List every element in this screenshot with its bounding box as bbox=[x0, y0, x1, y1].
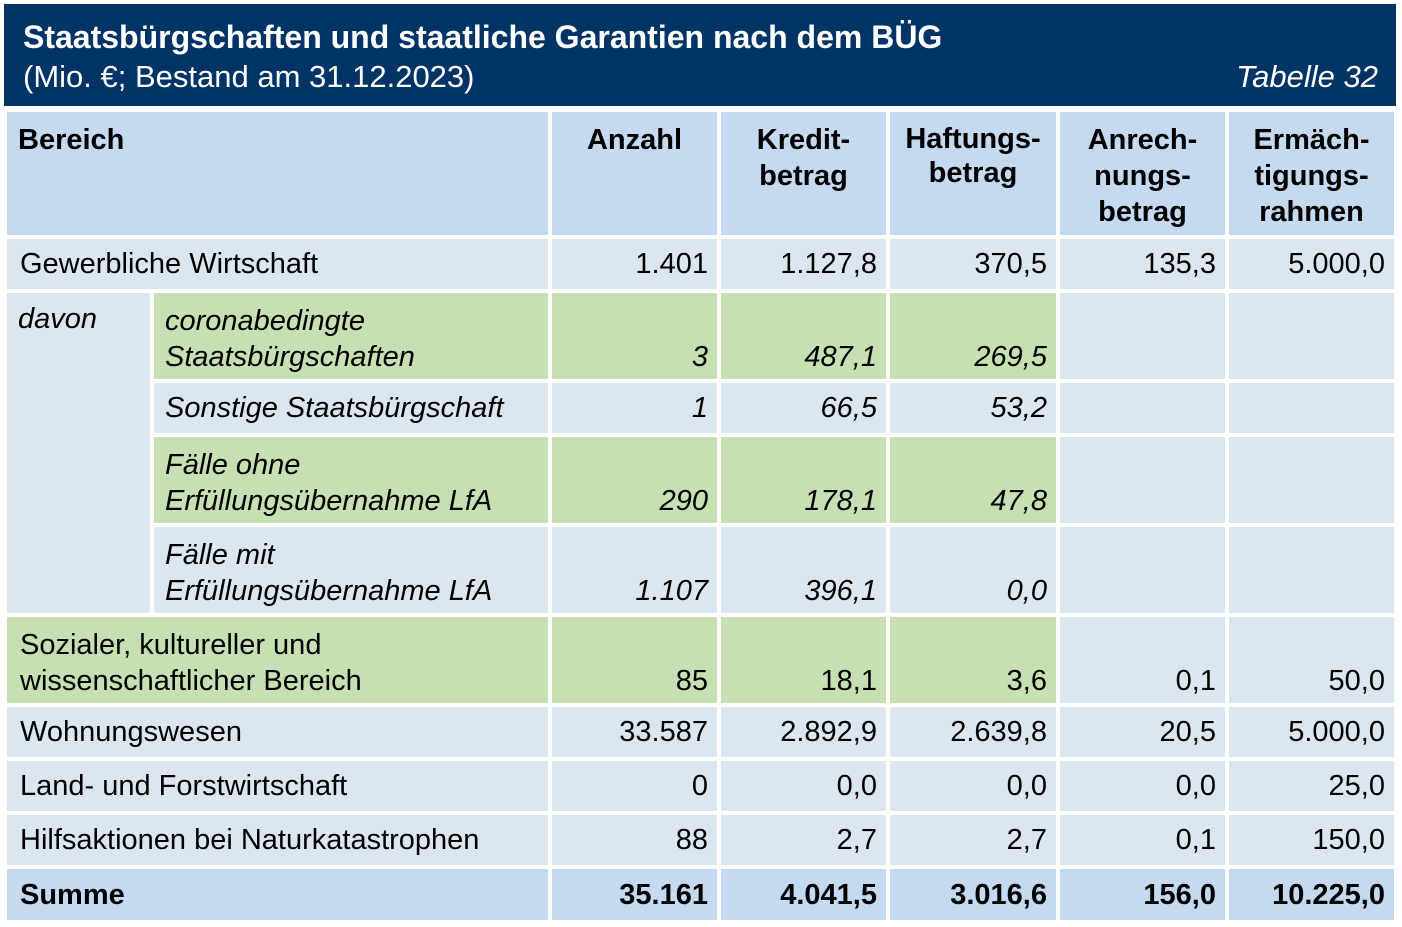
row-land-haftung: 0,0 bbox=[890, 761, 1056, 811]
row-mit-anrechnung bbox=[1060, 527, 1225, 613]
row-summe-label: Summe bbox=[7, 869, 548, 920]
col-header-haftungsbetrag-line1: Haftungs- bbox=[905, 123, 1041, 155]
row-ohne-label-line2: Erfüllungsübernahme LfA bbox=[165, 485, 493, 517]
row-hilfe-ermaechtigung: 150,0 bbox=[1229, 815, 1394, 865]
row-hilfe-kredit: 2,7 bbox=[721, 815, 886, 865]
row-ohne-kredit: 178,1 bbox=[721, 437, 886, 523]
row-sozial-anrechnung: 0,1 bbox=[1060, 617, 1225, 703]
col-header-bereich: Bereich bbox=[7, 112, 548, 235]
row-wohnung-ermaechtigung: 5.000,0 bbox=[1229, 707, 1394, 757]
row-gewerblich-kredit: 1.127,8 bbox=[721, 239, 886, 289]
table-number: Tabelle 32 bbox=[1236, 59, 1378, 94]
row-corona-anrechnung bbox=[1060, 293, 1225, 379]
row-hilfe-label: Hilfsaktionen bei Naturkatastrophen bbox=[7, 815, 548, 865]
row-wohnung-haftung: 2.639,8 bbox=[890, 707, 1056, 757]
row-ohne-anzahl: 290 bbox=[552, 437, 717, 523]
col-header-kreditbetrag: Kredit- betrag bbox=[721, 112, 886, 235]
row-sonstige-haftung: 53,2 bbox=[890, 383, 1056, 433]
row-ohne-anrechnung bbox=[1060, 437, 1225, 523]
row-sonstige-ermaechtigung bbox=[1229, 383, 1394, 433]
davon-label: davon bbox=[7, 293, 150, 613]
row-summe-ermaechtigung: 10.225,0 bbox=[1229, 869, 1394, 920]
row-summe-anrechnung: 156,0 bbox=[1060, 869, 1225, 920]
row-corona-haftung: 269,5 bbox=[890, 293, 1056, 379]
col-header-anrechnungsbetrag-line2: nungs- bbox=[1094, 160, 1191, 192]
col-header-ermaechtigungsrahmen-line2: tigungs- bbox=[1254, 160, 1369, 192]
row-ohne-label-line1: Fälle ohne bbox=[165, 449, 301, 481]
row-mit-ermaechtigung bbox=[1229, 527, 1394, 613]
table-title-bar: Staatsbürgschaften und staatliche Garant… bbox=[4, 4, 1396, 106]
row-summe-kredit: 4.041,5 bbox=[721, 869, 886, 920]
row-wohnung-label: Wohnungswesen bbox=[7, 707, 548, 757]
row-wohnung-anzahl: 33.587 bbox=[552, 707, 717, 757]
row-gewerblich-haftung: 370,5 bbox=[890, 239, 1056, 289]
row-sozial-ermaechtigung: 50,0 bbox=[1229, 617, 1394, 703]
row-sonstige-label: Sonstige Staatsbürgschaft bbox=[154, 383, 548, 433]
row-gewerblich-ermaechtigung: 5.000,0 bbox=[1229, 239, 1394, 289]
row-corona-anzahl: 3 bbox=[552, 293, 717, 379]
row-corona-label-line2: Staatsbürgschaften bbox=[165, 341, 415, 373]
row-wohnung-kredit: 2.892,9 bbox=[721, 707, 886, 757]
col-header-anrechnungsbetrag: Anrech- nungs- betrag bbox=[1060, 112, 1225, 235]
row-sozial-label-line1: Sozialer, kultureller und bbox=[20, 629, 322, 661]
col-header-anrechnungsbetrag-line3: betrag bbox=[1098, 196, 1187, 228]
row-mit-kredit: 396,1 bbox=[721, 527, 886, 613]
row-ohne-haftung: 47,8 bbox=[890, 437, 1056, 523]
row-corona-kredit: 487,1 bbox=[721, 293, 886, 379]
row-ohne-label: Fälle ohne Erfüllungsübernahme LfA bbox=[154, 437, 548, 523]
row-sonstige-anzahl: 1 bbox=[552, 383, 717, 433]
row-mit-haftung: 0,0 bbox=[890, 527, 1056, 613]
row-hilfe-haftung: 2,7 bbox=[890, 815, 1056, 865]
row-sozial-haftung: 3,6 bbox=[890, 617, 1056, 703]
row-corona-label: coronabedingte Staatsbürgschaften bbox=[154, 293, 548, 379]
row-gewerblich-anrechnung: 135,3 bbox=[1060, 239, 1225, 289]
row-mit-label-line1: Fälle mit bbox=[165, 539, 275, 571]
row-sozial-label: Sozialer, kultureller und wissenschaftli… bbox=[7, 617, 548, 703]
col-header-haftungsbetrag-line2: betrag bbox=[928, 157, 1018, 189]
col-header-haftungsbetrag: Haftungs- betrag bbox=[890, 112, 1056, 235]
row-land-ermaechtigung: 25,0 bbox=[1229, 761, 1394, 811]
row-sozial-anzahl: 85 bbox=[552, 617, 717, 703]
row-sozial-kredit: 18,1 bbox=[721, 617, 886, 703]
table-subtitle: (Mio. €; Bestand am 31.12.2023) bbox=[23, 59, 475, 94]
row-mit-label-line2: Erfüllungsübernahme LfA bbox=[165, 575, 493, 607]
row-land-label: Land- und Forstwirtschaft bbox=[7, 761, 548, 811]
row-sonstige-anrechnung bbox=[1060, 383, 1225, 433]
col-header-anrechnungsbetrag-line1: Anrech- bbox=[1087, 124, 1198, 156]
row-sonstige-kredit: 66,5 bbox=[721, 383, 886, 433]
row-hilfe-anrechnung: 0,1 bbox=[1060, 815, 1225, 865]
row-sozial-label-line2: wissenschaftlicher Bereich bbox=[20, 665, 362, 697]
row-ohne-ermaechtigung bbox=[1229, 437, 1394, 523]
row-summe-anzahl: 35.161 bbox=[552, 869, 717, 920]
row-mit-anzahl: 1.107 bbox=[552, 527, 717, 613]
row-gewerblich-label: Gewerbliche Wirtschaft bbox=[7, 239, 548, 289]
row-corona-label-line1: coronabedingte bbox=[165, 305, 365, 337]
col-header-ermaechtigungsrahmen: Ermäch- tigungs- rahmen bbox=[1229, 112, 1394, 235]
row-land-anrechnung: 0,0 bbox=[1060, 761, 1225, 811]
table-title: Staatsbürgschaften und staatliche Garant… bbox=[23, 19, 943, 55]
col-header-anzahl: Anzahl bbox=[552, 112, 717, 235]
col-header-ermaechtigungsrahmen-line1: Ermäch- bbox=[1253, 124, 1370, 156]
row-wohnung-anrechnung: 20,5 bbox=[1060, 707, 1225, 757]
col-header-kreditbetrag-line2: betrag bbox=[759, 160, 848, 192]
row-summe-haftung: 3.016,6 bbox=[890, 869, 1056, 920]
row-land-anzahl: 0 bbox=[552, 761, 717, 811]
row-gewerblich-anzahl: 1.401 bbox=[552, 239, 717, 289]
row-corona-ermaechtigung bbox=[1229, 293, 1394, 379]
row-hilfe-anzahl: 88 bbox=[552, 815, 717, 865]
row-land-kredit: 0,0 bbox=[721, 761, 886, 811]
col-header-ermaechtigungsrahmen-line3: rahmen bbox=[1259, 196, 1364, 228]
row-mit-label: Fälle mit Erfüllungsübernahme LfA bbox=[154, 527, 548, 613]
col-header-kreditbetrag-line1: Kredit- bbox=[756, 124, 851, 156]
